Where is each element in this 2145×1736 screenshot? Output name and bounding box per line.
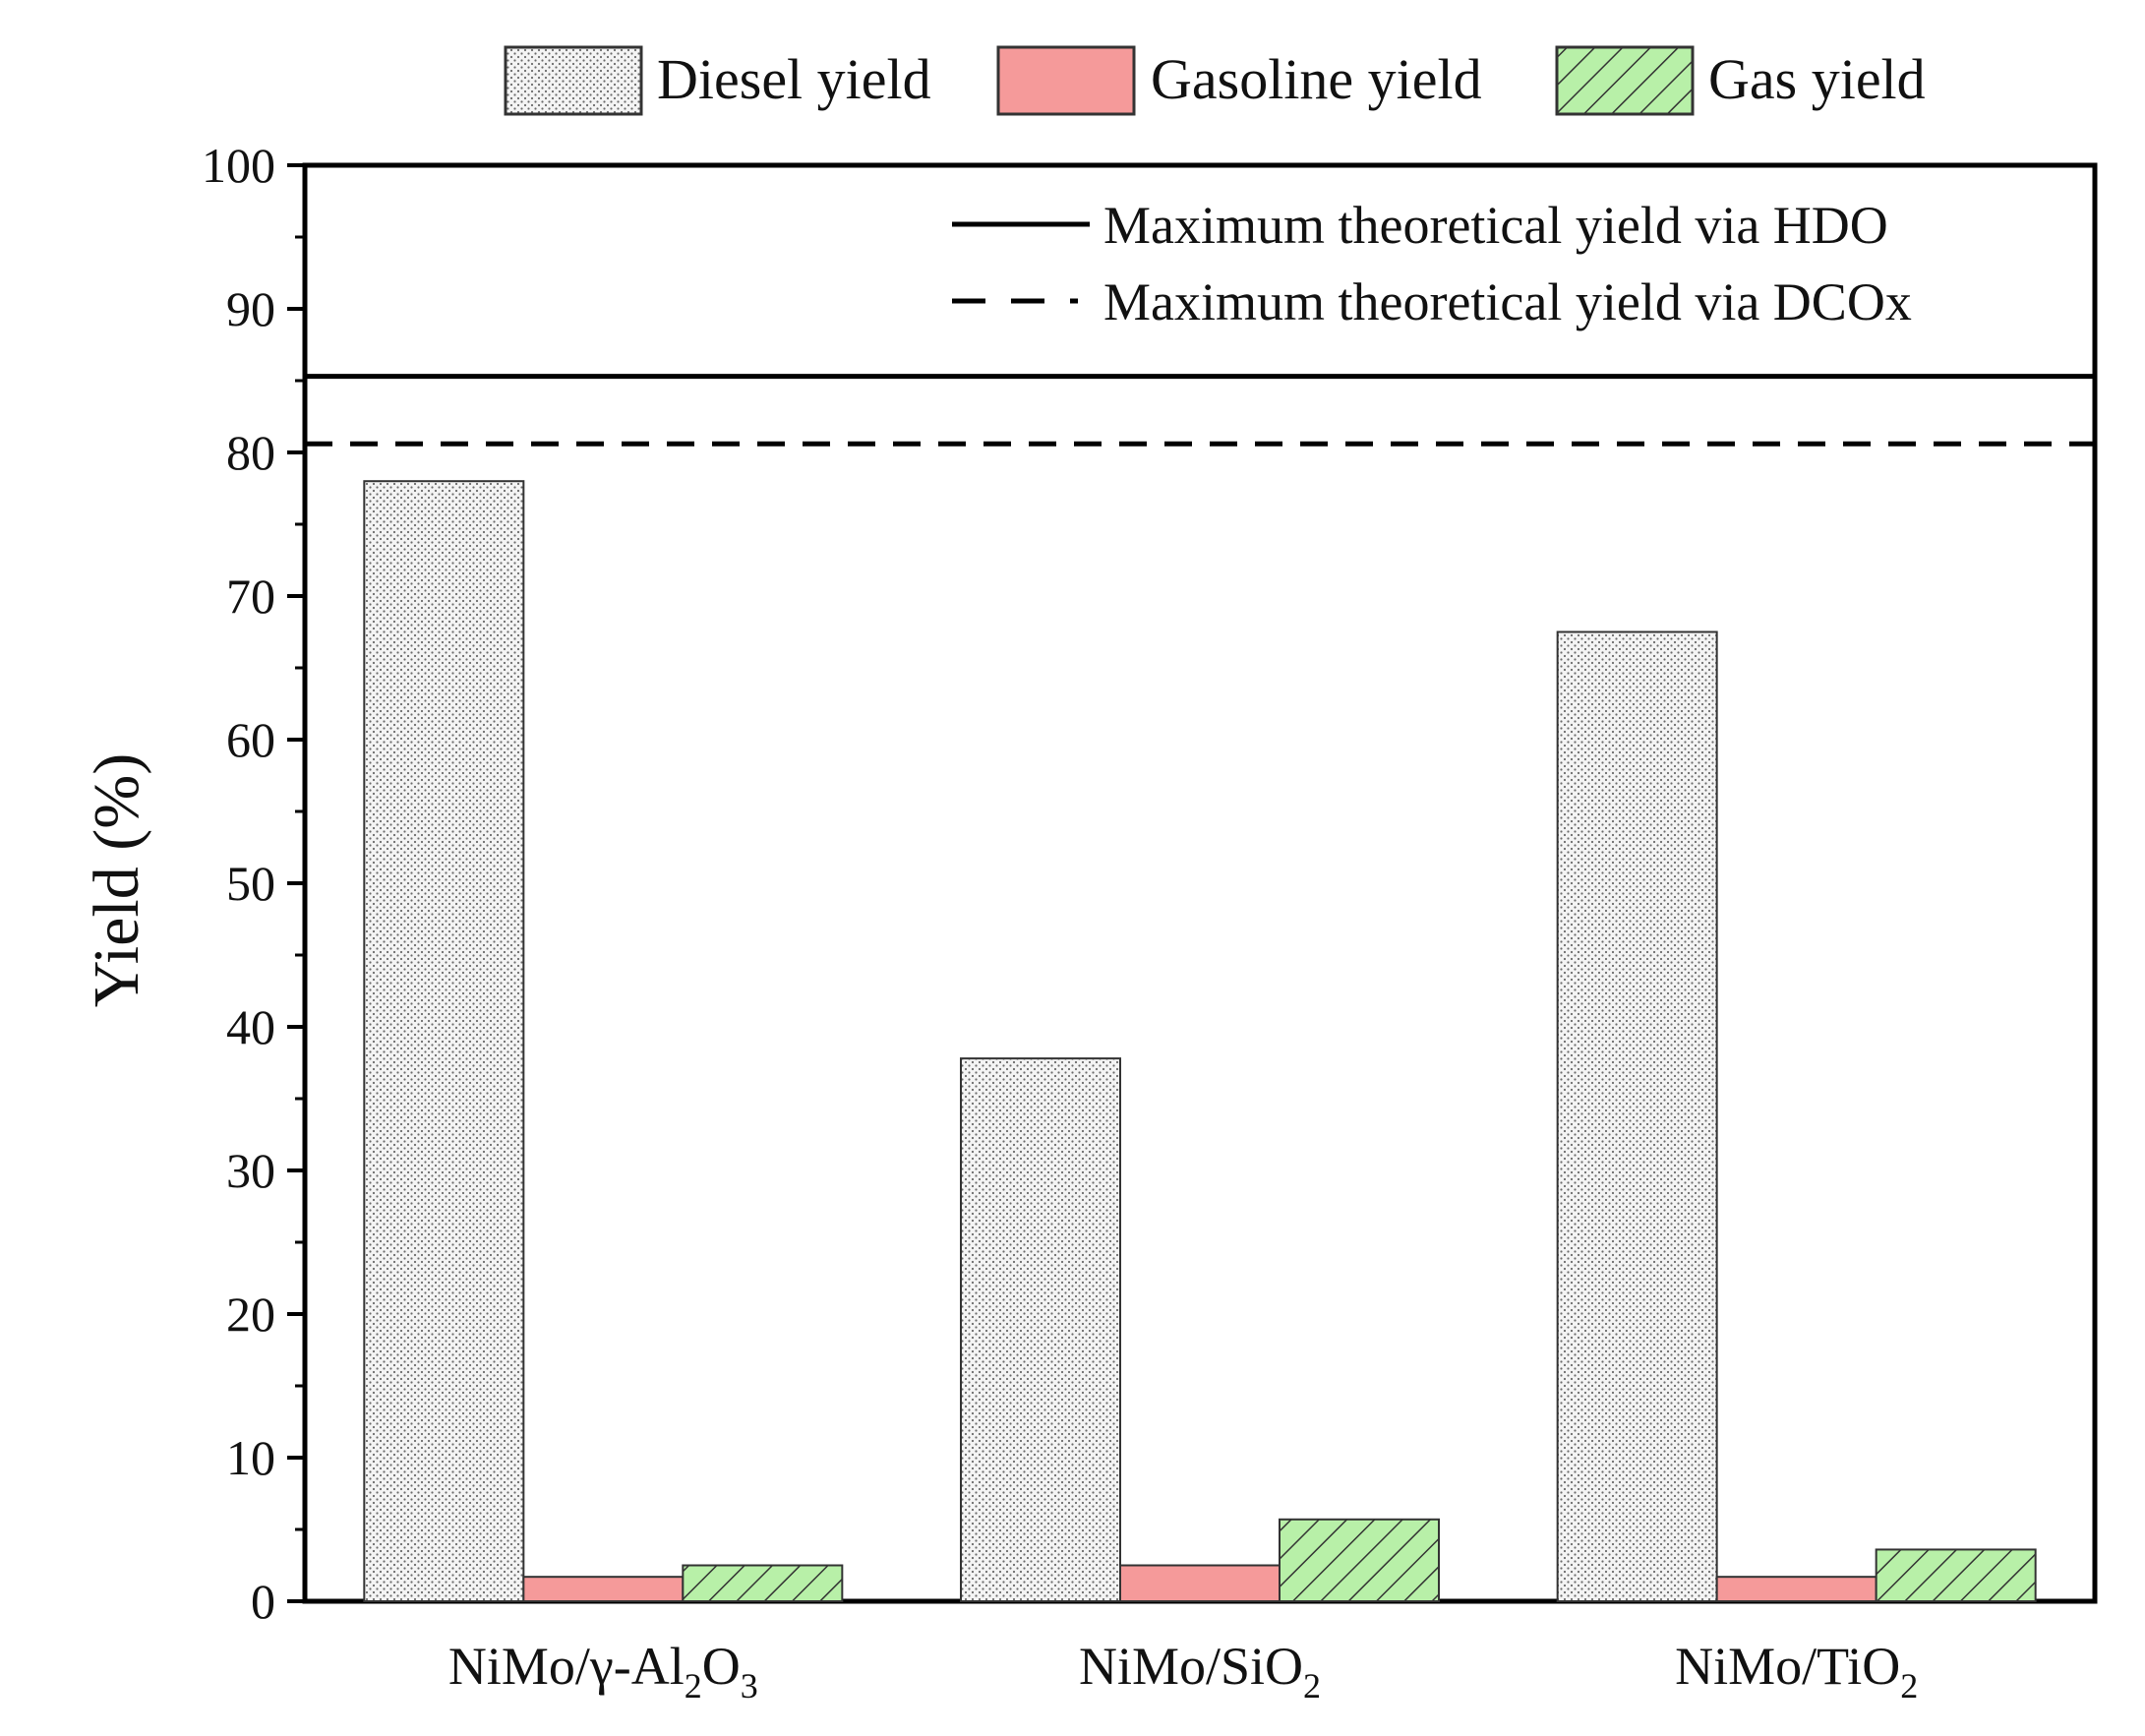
y-tick-label: 20: [226, 1287, 275, 1342]
x-tick-label: NiMo/SiO2: [1079, 1637, 1321, 1706]
legend-label: Diesel yield: [657, 47, 931, 111]
y-tick-label: 90: [226, 281, 275, 336]
ref-legend-label: Maximum theoretical yield via HDO: [1103, 196, 1888, 255]
bar-gasoline-yield: [1119, 1564, 1281, 1602]
legend-label: Gas yield: [1708, 47, 1926, 111]
y-tick-label: 70: [226, 569, 275, 624]
bar-diesel-yield: [363, 480, 525, 1603]
x-tick-label: NiMo/TiO2: [1675, 1637, 1918, 1706]
y-tick-label: 60: [226, 712, 275, 767]
plot-frame: [302, 162, 2098, 1604]
plot-area: [302, 162, 2098, 1604]
legend-item-gas-yield: Gas yield: [1555, 45, 1926, 116]
y-tick-label: 0: [251, 1574, 275, 1629]
bar-diesel-yield: [1556, 630, 1718, 1602]
reference-lines: [305, 374, 2095, 447]
y-tick-label: 40: [226, 999, 275, 1054]
legend-item-diesel-yield: Diesel yield: [504, 45, 931, 116]
ref-legend-item-solid: Maximum theoretical yield via HDO: [952, 196, 1888, 255]
y-tick-label: 80: [226, 425, 275, 480]
bar-gasoline-yield: [1715, 1576, 1877, 1603]
legend-swatch: [504, 45, 643, 116]
legend-label: Gasoline yield: [1151, 47, 1482, 111]
legend: Diesel yield Gasoline yield Gas yield: [504, 45, 1926, 116]
x-axis: NiMo/γ-Al2O3 NiMo/SiO2 NiMo/TiO2: [448, 1637, 1918, 1706]
y-tick-label: 100: [202, 138, 275, 193]
bar-gas-yield: [1875, 1548, 2037, 1602]
bar-diesel-yield: [960, 1057, 1121, 1602]
y-tick-label: 30: [226, 1143, 275, 1198]
bar-gas-yield: [682, 1564, 844, 1602]
y-tick-label: 10: [226, 1430, 275, 1485]
x-tick-label: NiMo/γ-Al2O3: [448, 1637, 758, 1706]
legend-swatch: [1555, 45, 1695, 116]
bar-gas-yield: [1279, 1518, 1440, 1603]
reference-line-legend: Maximum theoretical yield via HDO Maximum…: [952, 196, 1912, 331]
y-axis-label: Yield (%): [81, 753, 152, 1007]
bars: [363, 480, 2037, 1603]
y-axis: 0 10 20 30 40 50 60 70 80 90 100: [202, 138, 305, 1629]
ref-legend-item-dashed: Maximum theoretical yield via DCOx: [952, 272, 1912, 331]
legend-item-gasoline-yield: Gasoline yield: [996, 45, 1482, 116]
y-tick-label: 50: [226, 856, 275, 911]
legend-swatch: [996, 45, 1136, 116]
bar-gasoline-yield: [522, 1576, 685, 1603]
ref-legend-label: Maximum theoretical yield via DCOx: [1103, 272, 1912, 331]
